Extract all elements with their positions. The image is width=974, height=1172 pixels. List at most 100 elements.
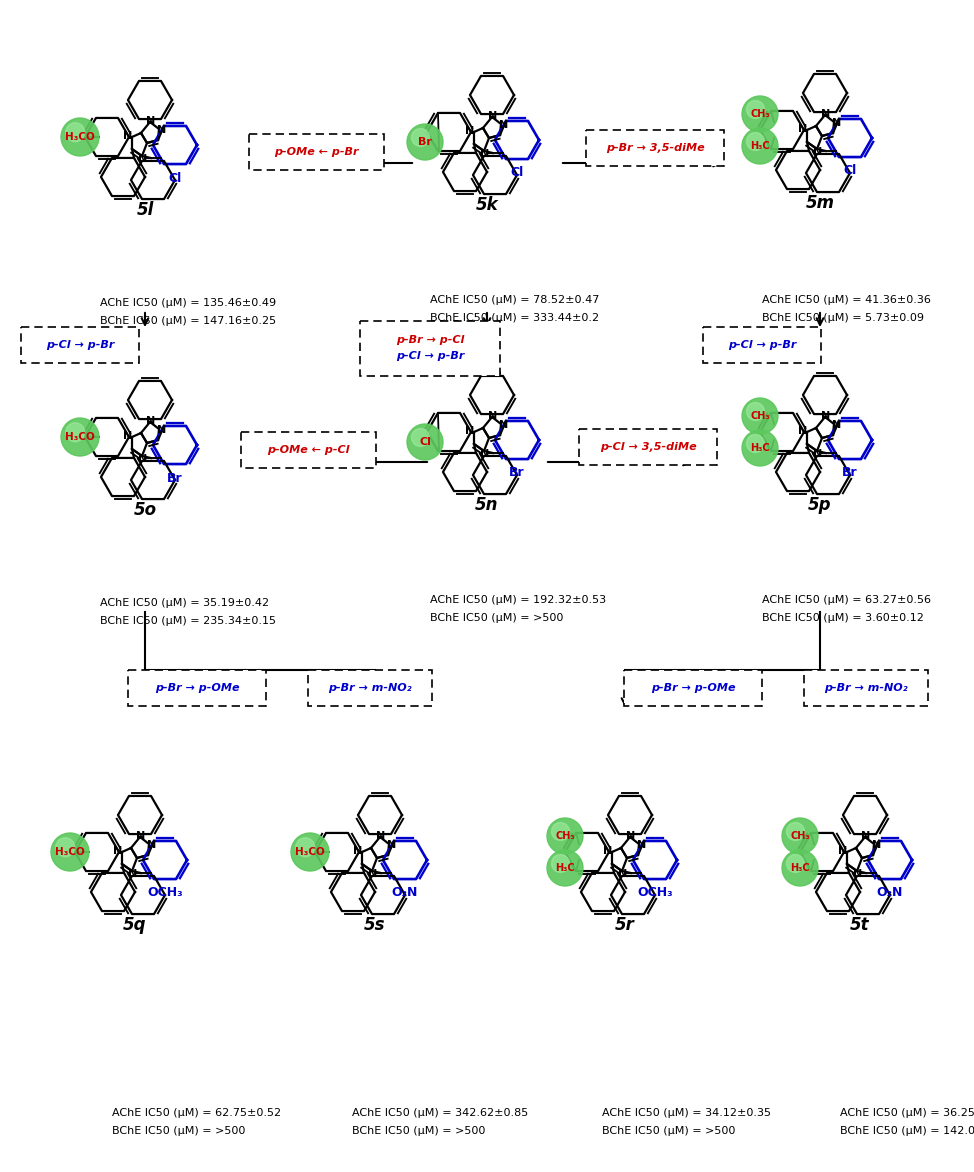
Text: N: N (799, 124, 807, 134)
Circle shape (66, 123, 85, 142)
Text: N: N (873, 840, 881, 850)
Text: N: N (146, 416, 156, 425)
Text: 5n: 5n (475, 496, 499, 515)
Text: N: N (853, 868, 863, 879)
Text: 5m: 5m (805, 195, 835, 212)
Text: AChE IC50 (μM) = 35.19±0.42: AChE IC50 (μM) = 35.19±0.42 (100, 598, 269, 608)
FancyBboxPatch shape (703, 327, 821, 363)
Circle shape (411, 429, 430, 447)
Text: H₃C: H₃C (750, 443, 769, 454)
Circle shape (742, 96, 778, 132)
Text: N: N (124, 131, 132, 141)
Text: N: N (626, 831, 636, 841)
Circle shape (742, 398, 778, 434)
Text: AChE IC50 (μM) = 135.46±0.49: AChE IC50 (μM) = 135.46±0.49 (100, 298, 276, 308)
Polygon shape (846, 875, 890, 914)
Text: p-Br → p-OMe: p-Br → p-OMe (651, 683, 735, 693)
Text: O₂N: O₂N (877, 886, 903, 899)
Polygon shape (608, 796, 652, 834)
Text: Br: Br (509, 466, 525, 479)
FancyBboxPatch shape (804, 670, 928, 706)
Text: H₃CO: H₃CO (56, 847, 85, 857)
Circle shape (746, 101, 765, 118)
Polygon shape (856, 837, 874, 858)
Circle shape (786, 854, 805, 872)
Circle shape (551, 823, 570, 840)
Text: N: N (146, 116, 156, 127)
Polygon shape (565, 833, 609, 871)
Text: p-OMe ← p-Cl: p-OMe ← p-Cl (267, 445, 350, 455)
Text: N: N (813, 146, 823, 157)
Circle shape (746, 132, 765, 150)
FancyBboxPatch shape (586, 130, 724, 166)
Polygon shape (383, 841, 427, 879)
Polygon shape (128, 381, 172, 420)
Polygon shape (153, 425, 197, 464)
Polygon shape (132, 132, 147, 156)
Polygon shape (362, 849, 377, 871)
Text: BChE IC50 (μM) = >500: BChE IC50 (μM) = >500 (112, 1126, 245, 1136)
Text: N: N (147, 840, 157, 850)
Polygon shape (495, 121, 539, 159)
Text: N: N (138, 154, 148, 164)
Circle shape (547, 818, 583, 854)
Polygon shape (803, 74, 847, 113)
Polygon shape (131, 837, 149, 858)
Polygon shape (806, 154, 850, 192)
Text: BChE IC50 (μM) = >500: BChE IC50 (μM) = >500 (602, 1126, 735, 1136)
Polygon shape (474, 128, 489, 151)
Polygon shape (85, 418, 129, 456)
Circle shape (786, 823, 805, 840)
Polygon shape (633, 841, 677, 879)
Text: N: N (618, 868, 627, 879)
Text: p-Cl → p-Br: p-Cl → p-Br (46, 340, 114, 350)
Text: N: N (799, 425, 807, 436)
Polygon shape (443, 452, 487, 491)
Polygon shape (483, 417, 501, 438)
Polygon shape (776, 151, 820, 189)
Polygon shape (800, 833, 844, 871)
Text: 5k: 5k (475, 196, 499, 214)
Text: p-Br → p-OMe: p-Br → p-OMe (155, 683, 240, 693)
Polygon shape (315, 833, 359, 871)
FancyBboxPatch shape (21, 327, 139, 363)
Text: N: N (480, 149, 490, 159)
Circle shape (296, 838, 315, 857)
Circle shape (742, 128, 778, 164)
Text: N: N (861, 831, 871, 841)
Polygon shape (141, 122, 159, 143)
Polygon shape (581, 873, 625, 911)
Text: Cl: Cl (843, 164, 856, 177)
Text: N: N (500, 420, 508, 430)
Text: BChE IC50 (μM) = 5.73±0.09: BChE IC50 (μM) = 5.73±0.09 (762, 313, 924, 323)
Polygon shape (132, 432, 147, 456)
Text: N: N (833, 118, 842, 128)
Polygon shape (612, 849, 627, 871)
Text: N: N (833, 420, 842, 430)
Circle shape (742, 430, 778, 466)
Polygon shape (331, 873, 375, 911)
Text: H₃CO: H₃CO (295, 847, 325, 857)
Text: H₃C: H₃C (555, 863, 575, 873)
Text: 5q: 5q (124, 917, 147, 934)
Text: AChE IC50 (μM) = 78.52±0.47: AChE IC50 (μM) = 78.52±0.47 (430, 295, 599, 305)
Text: 5s: 5s (364, 917, 386, 934)
Polygon shape (85, 118, 129, 156)
Circle shape (746, 435, 765, 452)
Polygon shape (141, 422, 159, 443)
Text: p-Cl → 3,5-diMe: p-Cl → 3,5-diMe (600, 442, 696, 452)
Text: N: N (113, 846, 123, 856)
Polygon shape (803, 376, 847, 414)
Text: AChE IC50 (μM) = 36.25±0.37: AChE IC50 (μM) = 36.25±0.37 (840, 1108, 974, 1118)
Polygon shape (760, 111, 804, 149)
Text: OCH₃: OCH₃ (637, 886, 673, 899)
Text: N: N (813, 449, 823, 459)
Text: N: N (158, 425, 167, 435)
Polygon shape (131, 461, 175, 499)
Text: p-OMe ← p-Br: p-OMe ← p-Br (274, 146, 358, 157)
Text: BChE IC50 (μM) = >500: BChE IC50 (μM) = >500 (430, 613, 563, 624)
Polygon shape (760, 413, 804, 451)
Text: 5l: 5l (136, 202, 154, 219)
Text: N: N (603, 846, 613, 856)
Text: Br: Br (843, 466, 858, 479)
